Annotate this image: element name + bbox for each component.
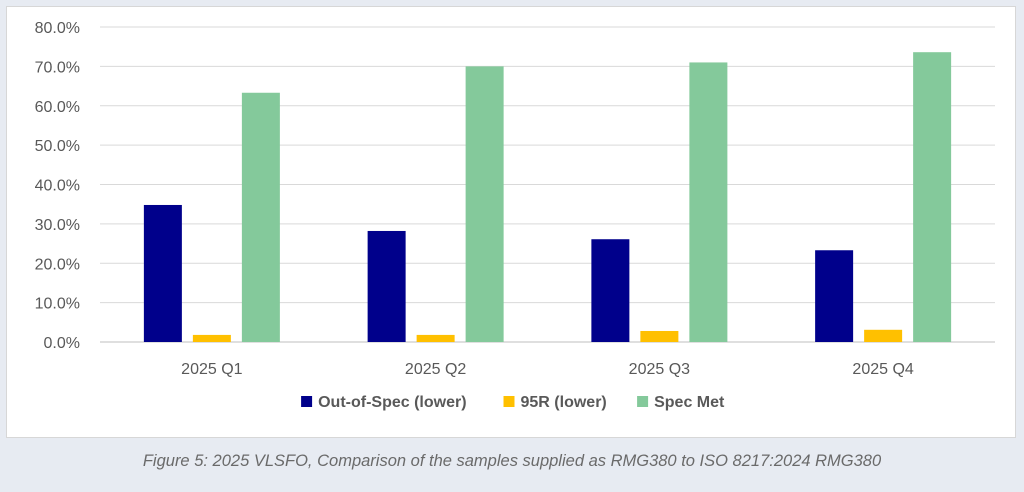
x-axis-categories: 2025 Q1 2025 Q2 2025 Q3 2025 Q4 xyxy=(181,361,914,378)
y-axis-ticks: 0.0% 10.0% 20.0% 30.0% 40.0% 50.0% 60.0% 70.0% 8… xyxy=(35,20,80,352)
legend-swatch xyxy=(637,396,649,407)
x-category-label: 2025 Q4 xyxy=(852,361,913,378)
y-tick-label: 60.0% xyxy=(35,99,80,116)
legend-label: Spec Met xyxy=(654,394,725,411)
y-tick-label: 40.0% xyxy=(35,178,80,195)
bar-spec-met-2025-q4 xyxy=(913,52,952,342)
legend-swatch xyxy=(503,396,515,407)
figure-caption: Figure 5: 2025 VLSFO, Comparison of the … xyxy=(142,452,882,470)
bar-out-of-spec-lower-2025-q4 xyxy=(815,250,854,342)
y-tick-label: 70.0% xyxy=(35,59,80,76)
bar-95r-lower-2025-q2 xyxy=(416,334,455,342)
legend: Out-of-Spec (lower) 95R (lower) Spec Met xyxy=(301,394,725,411)
bar-95r-lower-2025-q3 xyxy=(640,330,679,342)
bar-spec-met-2025-q2 xyxy=(465,66,504,342)
y-tick-label: 30.0% xyxy=(35,217,80,234)
bar-spec-met-2025-q1 xyxy=(241,92,280,342)
y-tick-label: 0.0% xyxy=(44,335,80,352)
bars xyxy=(143,52,952,342)
x-category-label: 2025 Q2 xyxy=(405,361,466,378)
bar-out-of-spec-lower-2025-q3 xyxy=(591,239,630,342)
x-category-label: 2025 Q1 xyxy=(181,361,242,378)
bar-95r-lower-2025-q1 xyxy=(192,334,231,342)
bar-95r-lower-2025-q4 xyxy=(864,329,903,342)
y-tick-label: 80.0% xyxy=(35,20,80,37)
legend-label: 95R (lower) xyxy=(521,394,607,411)
legend-label: Out-of-Spec (lower) xyxy=(318,394,466,411)
legend-swatch xyxy=(301,396,313,407)
gridlines xyxy=(100,26,995,343)
y-tick-label: 20.0% xyxy=(35,256,80,273)
x-category-label: 2025 Q3 xyxy=(629,361,690,378)
bar-out-of-spec-lower-2025-q2 xyxy=(367,230,406,342)
y-tick-label: 10.0% xyxy=(35,296,80,313)
bar-spec-met-2025-q3 xyxy=(689,62,728,342)
bar-out-of-spec-lower-2025-q1 xyxy=(143,204,182,342)
y-tick-label: 50.0% xyxy=(35,138,80,155)
